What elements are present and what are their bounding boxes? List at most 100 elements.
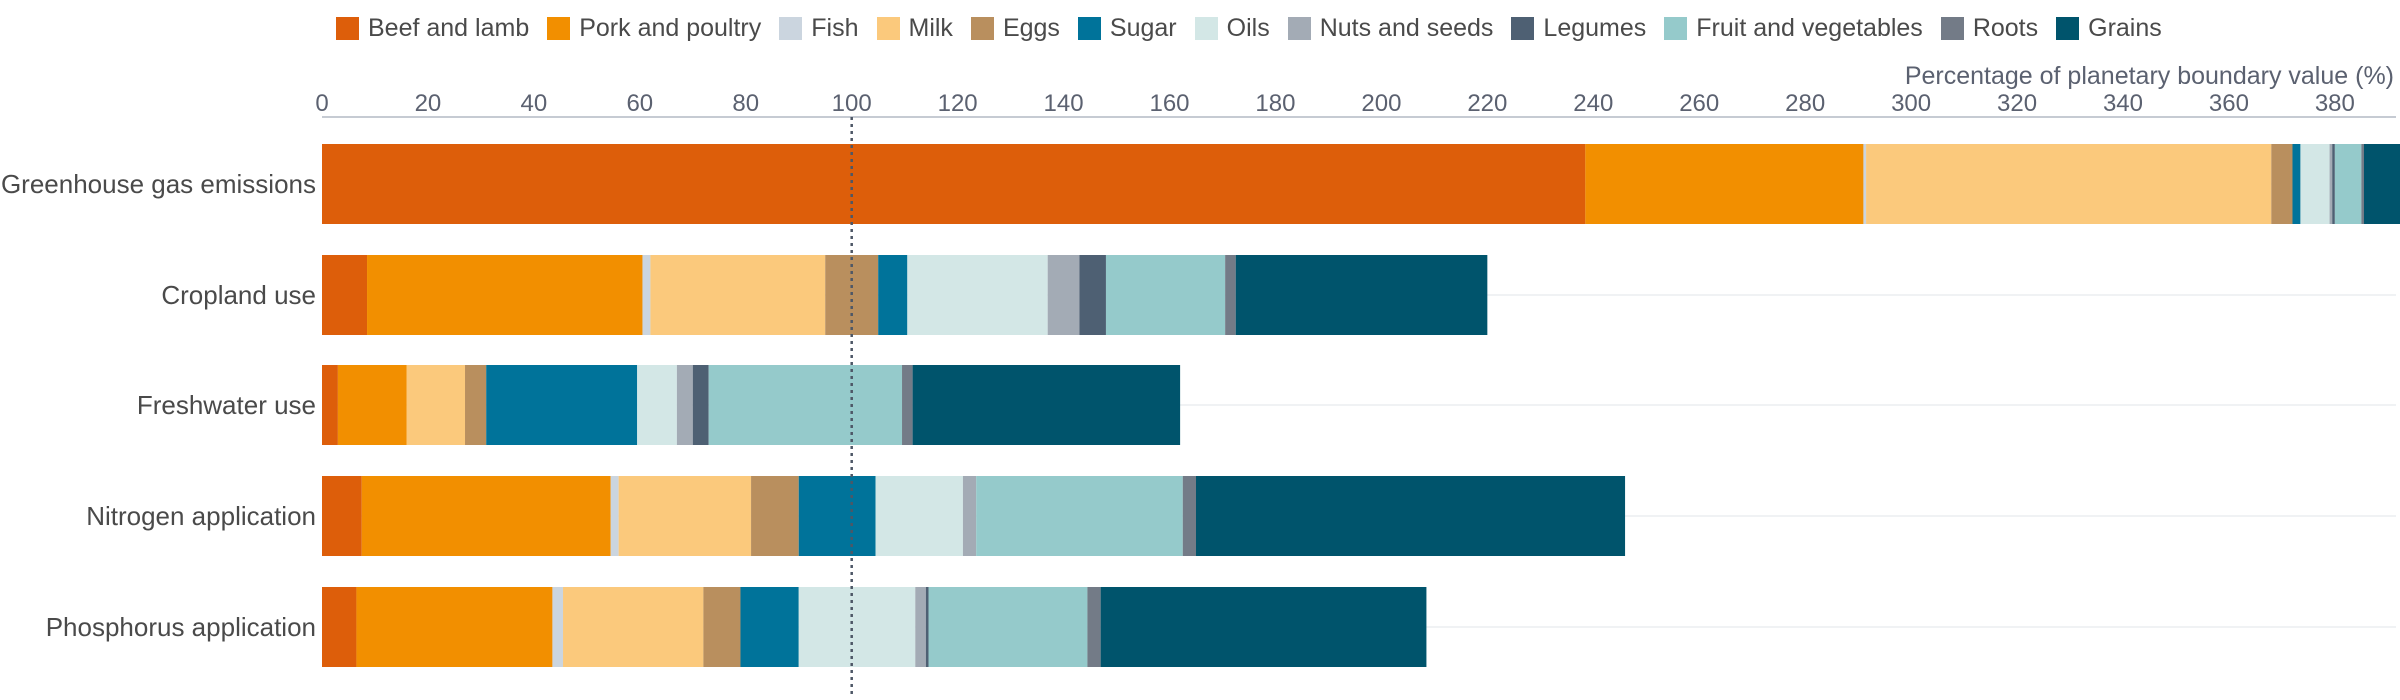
legend-item-fruit-and-vegetables[interactable]: Fruit and vegetables [1664,14,1923,43]
bar-segment-nuts-and-seeds[interactable] [2329,144,2333,224]
legend-item-nuts-and-seeds[interactable]: Nuts and seeds [1287,13,1494,43]
bar-segment-pork-and-poultry[interactable] [361,476,611,556]
category-label-nitrogen-application: Nitrogen application [86,501,316,531]
bar-segment-milk[interactable] [406,365,466,445]
bar-segment-sugar[interactable] [740,587,799,667]
legend-item-roots[interactable]: Roots [1940,14,2038,43]
legend-label: Milk [908,13,953,42]
legend-item-oils[interactable]: Oils [1194,14,1270,43]
bar-segment-roots[interactable] [1087,587,1101,667]
legend-label: Nuts and seeds [1319,13,1494,42]
x-tick-label: 60 [626,90,653,117]
bar-segment-grains[interactable] [1235,255,1488,335]
bar-segment-oils[interactable] [907,255,1048,335]
bar-segment-nuts-and-seeds[interactable] [1047,255,1080,335]
category-label-cropland-use: Cropland use [161,280,316,310]
bar-segment-roots[interactable] [902,365,913,445]
legend-swatch [1940,16,1964,40]
legend-swatch [1287,16,1311,40]
x-tick-label: 40 [521,90,548,117]
bar-segment-legumes[interactable] [692,365,709,445]
x-tick-label: 80 [732,90,759,117]
legend-label: Beef and lamb [368,13,530,42]
legend-item-pork-and-poultry[interactable]: Pork and poultry [547,14,761,43]
bar-segment-sugar[interactable] [798,476,876,556]
bar-greenhouse-gas-emissions [322,144,2400,224]
x-tick-label: 160 [1149,90,1189,117]
x-tick-label: 0 [315,90,328,117]
bar-segment-pork-and-poultry[interactable] [356,587,553,667]
bar-segment-eggs[interactable] [2271,144,2293,224]
bar-segment-fruit-and-vegetables[interactable] [928,587,1088,667]
bar-segment-roots[interactable] [1182,476,1197,556]
x-tick-label: 360 [2209,90,2249,117]
bar-segment-milk[interactable] [563,587,704,667]
legend-item-fish[interactable]: Fish [779,13,859,43]
bar-segment-fruit-and-vegetables[interactable] [1105,255,1226,335]
legend-label: Pork and poultry [579,13,762,42]
bar-segment-fruit-and-vegetables[interactable] [976,476,1183,556]
bar-segment-beef-and-lamb[interactable] [322,587,357,667]
legend-swatch [547,16,571,40]
bar-segment-beef-and-lamb[interactable] [322,476,362,556]
bar-segment-legumes[interactable] [2332,144,2335,224]
x-tick-label: 240 [1573,90,1613,117]
bar-segment-beef-and-lamb[interactable] [322,255,368,335]
bar-segment-pork-and-poultry[interactable] [337,365,407,445]
legend-swatch [1194,16,1218,40]
bar-segment-eggs[interactable] [703,587,741,667]
x-tick-label: 20 [415,90,442,117]
category-label-phosphorus-application: Phosphorus application [46,612,316,642]
bar-segment-milk[interactable] [1866,144,2272,224]
legend-item-grains[interactable]: Grains [2056,14,2162,43]
bar-segment-eggs[interactable] [465,365,487,445]
bar-segment-legumes[interactable] [1079,255,1106,335]
bar-segment-eggs[interactable] [751,476,799,556]
bar-cropland-use [322,255,1488,335]
legend-item-beef-and-lamb[interactable]: Beef and lamb [336,14,529,43]
bar-freshwater-use [322,365,1181,445]
legend-item-milk[interactable]: Milk [876,13,953,43]
bar-segment-pork-and-poultry[interactable] [367,255,643,335]
bar-segment-nuts-and-seeds[interactable] [962,476,977,556]
bar-segment-grains[interactable] [912,365,1181,445]
bar-segment-oils[interactable] [798,587,916,667]
bar-segment-grains[interactable] [2363,144,2400,224]
x-tick-label: 140 [1044,90,1084,117]
legend-item-legumes[interactable]: Legumes [1511,14,1646,43]
bar-segment-pork-and-poultry[interactable] [1585,144,1864,224]
bar-segment-fruit-and-vegetables[interactable] [708,365,903,445]
bar-segment-milk[interactable] [650,255,826,335]
bar-segment-roots[interactable] [1225,255,1236,335]
bar-segment-nuts-and-seeds[interactable] [676,365,693,445]
bar-segment-oils[interactable] [637,365,677,445]
legend-label: Grains [2088,13,2162,42]
bar-segment-fish[interactable] [1863,144,1867,224]
bar-segment-fish[interactable] [642,255,651,335]
legend-swatch [1511,16,1535,40]
bar-segment-roots[interactable] [2361,144,2364,224]
x-tick-label: 280 [1785,90,1825,117]
bar-segment-fruit-and-vegetables[interactable] [2334,144,2362,224]
bar-segment-legumes[interactable] [925,587,929,667]
bar-segment-sugar[interactable] [878,255,908,335]
bar-segment-fish[interactable] [610,476,619,556]
legend-label: Fish [811,13,859,42]
bar-segment-oils[interactable] [2300,144,2330,224]
bar-segment-beef-and-lamb[interactable] [322,144,1586,224]
bar-segment-milk[interactable] [618,476,752,556]
category-label-freshwater-use: Freshwater use [137,390,316,420]
bar-segment-sugar[interactable] [486,365,638,445]
bar-segment-nuts-and-seeds[interactable] [915,587,926,667]
bar-segment-fish[interactable] [552,587,564,667]
legend-item-eggs[interactable]: Eggs [970,14,1060,43]
bars [322,144,2400,667]
bar-segment-oils[interactable] [875,476,963,556]
legend-item-sugar[interactable]: Sugar [1077,14,1177,43]
bar-segment-beef-and-lamb[interactable] [322,365,338,445]
legend: Beef and lamb Pork and poultry Fish Milk Egg… [336,10,2162,46]
bar-segment-grains[interactable] [1196,476,1626,556]
bar-segment-sugar[interactable] [2292,144,2301,224]
bar-segment-grains[interactable] [1100,587,1427,667]
